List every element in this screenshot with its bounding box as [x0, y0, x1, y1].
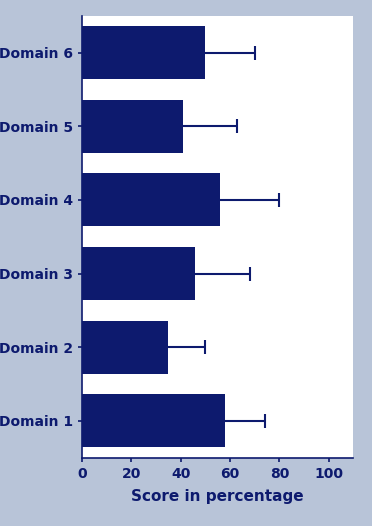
Bar: [82, 174, 220, 226]
Bar: [82, 394, 225, 447]
Bar: [82, 321, 168, 373]
Bar: [82, 26, 205, 79]
X-axis label: Score in percentage: Score in percentage: [131, 489, 304, 504]
Bar: [82, 247, 195, 300]
Bar: [82, 100, 183, 153]
